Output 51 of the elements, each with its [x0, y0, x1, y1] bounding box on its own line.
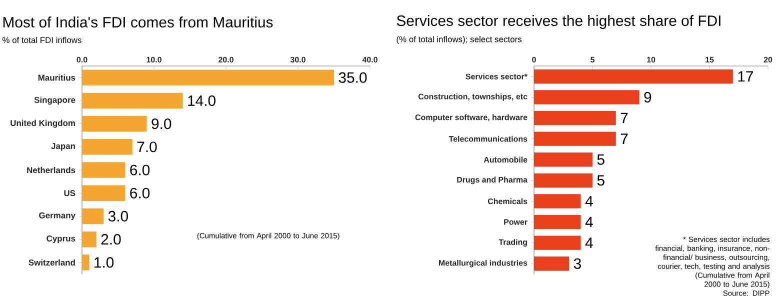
text: (% of total inflows); select sectors [396, 36, 522, 44]
bar [534, 214, 581, 230]
data-label: 35.0 [338, 72, 367, 83]
chart-subtitle: % of total FDI inflows [2, 36, 82, 44]
data-label: 7 [620, 112, 628, 124]
y-tick-label: Switzerland [28, 259, 75, 266]
y-tick-label: Japan [51, 143, 75, 151]
data-label: 6.0 [130, 188, 150, 198]
bar [82, 185, 126, 201]
y-tick-label: Cyprus [46, 236, 76, 244]
bar [534, 69, 733, 84]
y-tick-label: Mauritius [38, 74, 76, 81]
bar [82, 254, 90, 270]
y-tick-label: Germany [39, 212, 76, 220]
data-label: 4 [585, 238, 593, 248]
data-label: 17 [738, 71, 753, 82]
data-label: 14.0 [188, 95, 216, 106]
bar [534, 173, 593, 188]
bar [534, 256, 570, 271]
data-label: 9.0 [152, 118, 172, 130]
data-label: 5 [597, 175, 604, 186]
data-label: 3 [574, 258, 581, 269]
bar [534, 236, 581, 250]
chart-title: Most of India's FDI comes from Mauritius [3, 16, 273, 28]
data-label: 3.0 [108, 210, 128, 222]
bar [534, 194, 581, 208]
bar [82, 92, 183, 109]
data-label: 4 [585, 216, 593, 228]
bar [82, 208, 104, 224]
data-label: 7.0 [137, 142, 157, 152]
chart-title: Services sector receives the highest share of FDI [396, 15, 720, 29]
bar [534, 110, 616, 126]
data-label: 2.0 [101, 234, 121, 245]
bar [82, 116, 147, 132]
y-tick-label: US [64, 190, 76, 196]
data-label: 6.0 [130, 164, 150, 176]
data-label: 7 [620, 134, 628, 144]
bar [82, 139, 132, 155]
bar [534, 90, 640, 104]
data-label: 5 [597, 154, 604, 165]
bar [534, 152, 593, 167]
y-tick-label: Singapore [34, 96, 76, 105]
bar [82, 162, 126, 178]
y-tick-label: United Kingdom [10, 120, 75, 128]
bar [82, 231, 96, 248]
data-label: 9 [644, 92, 652, 102]
data-label: 1.0 [94, 257, 114, 268]
bar [534, 132, 616, 146]
bar [82, 70, 334, 86]
y-tick-label: Netherlands [27, 166, 76, 174]
data-label: 4 [585, 196, 593, 206]
